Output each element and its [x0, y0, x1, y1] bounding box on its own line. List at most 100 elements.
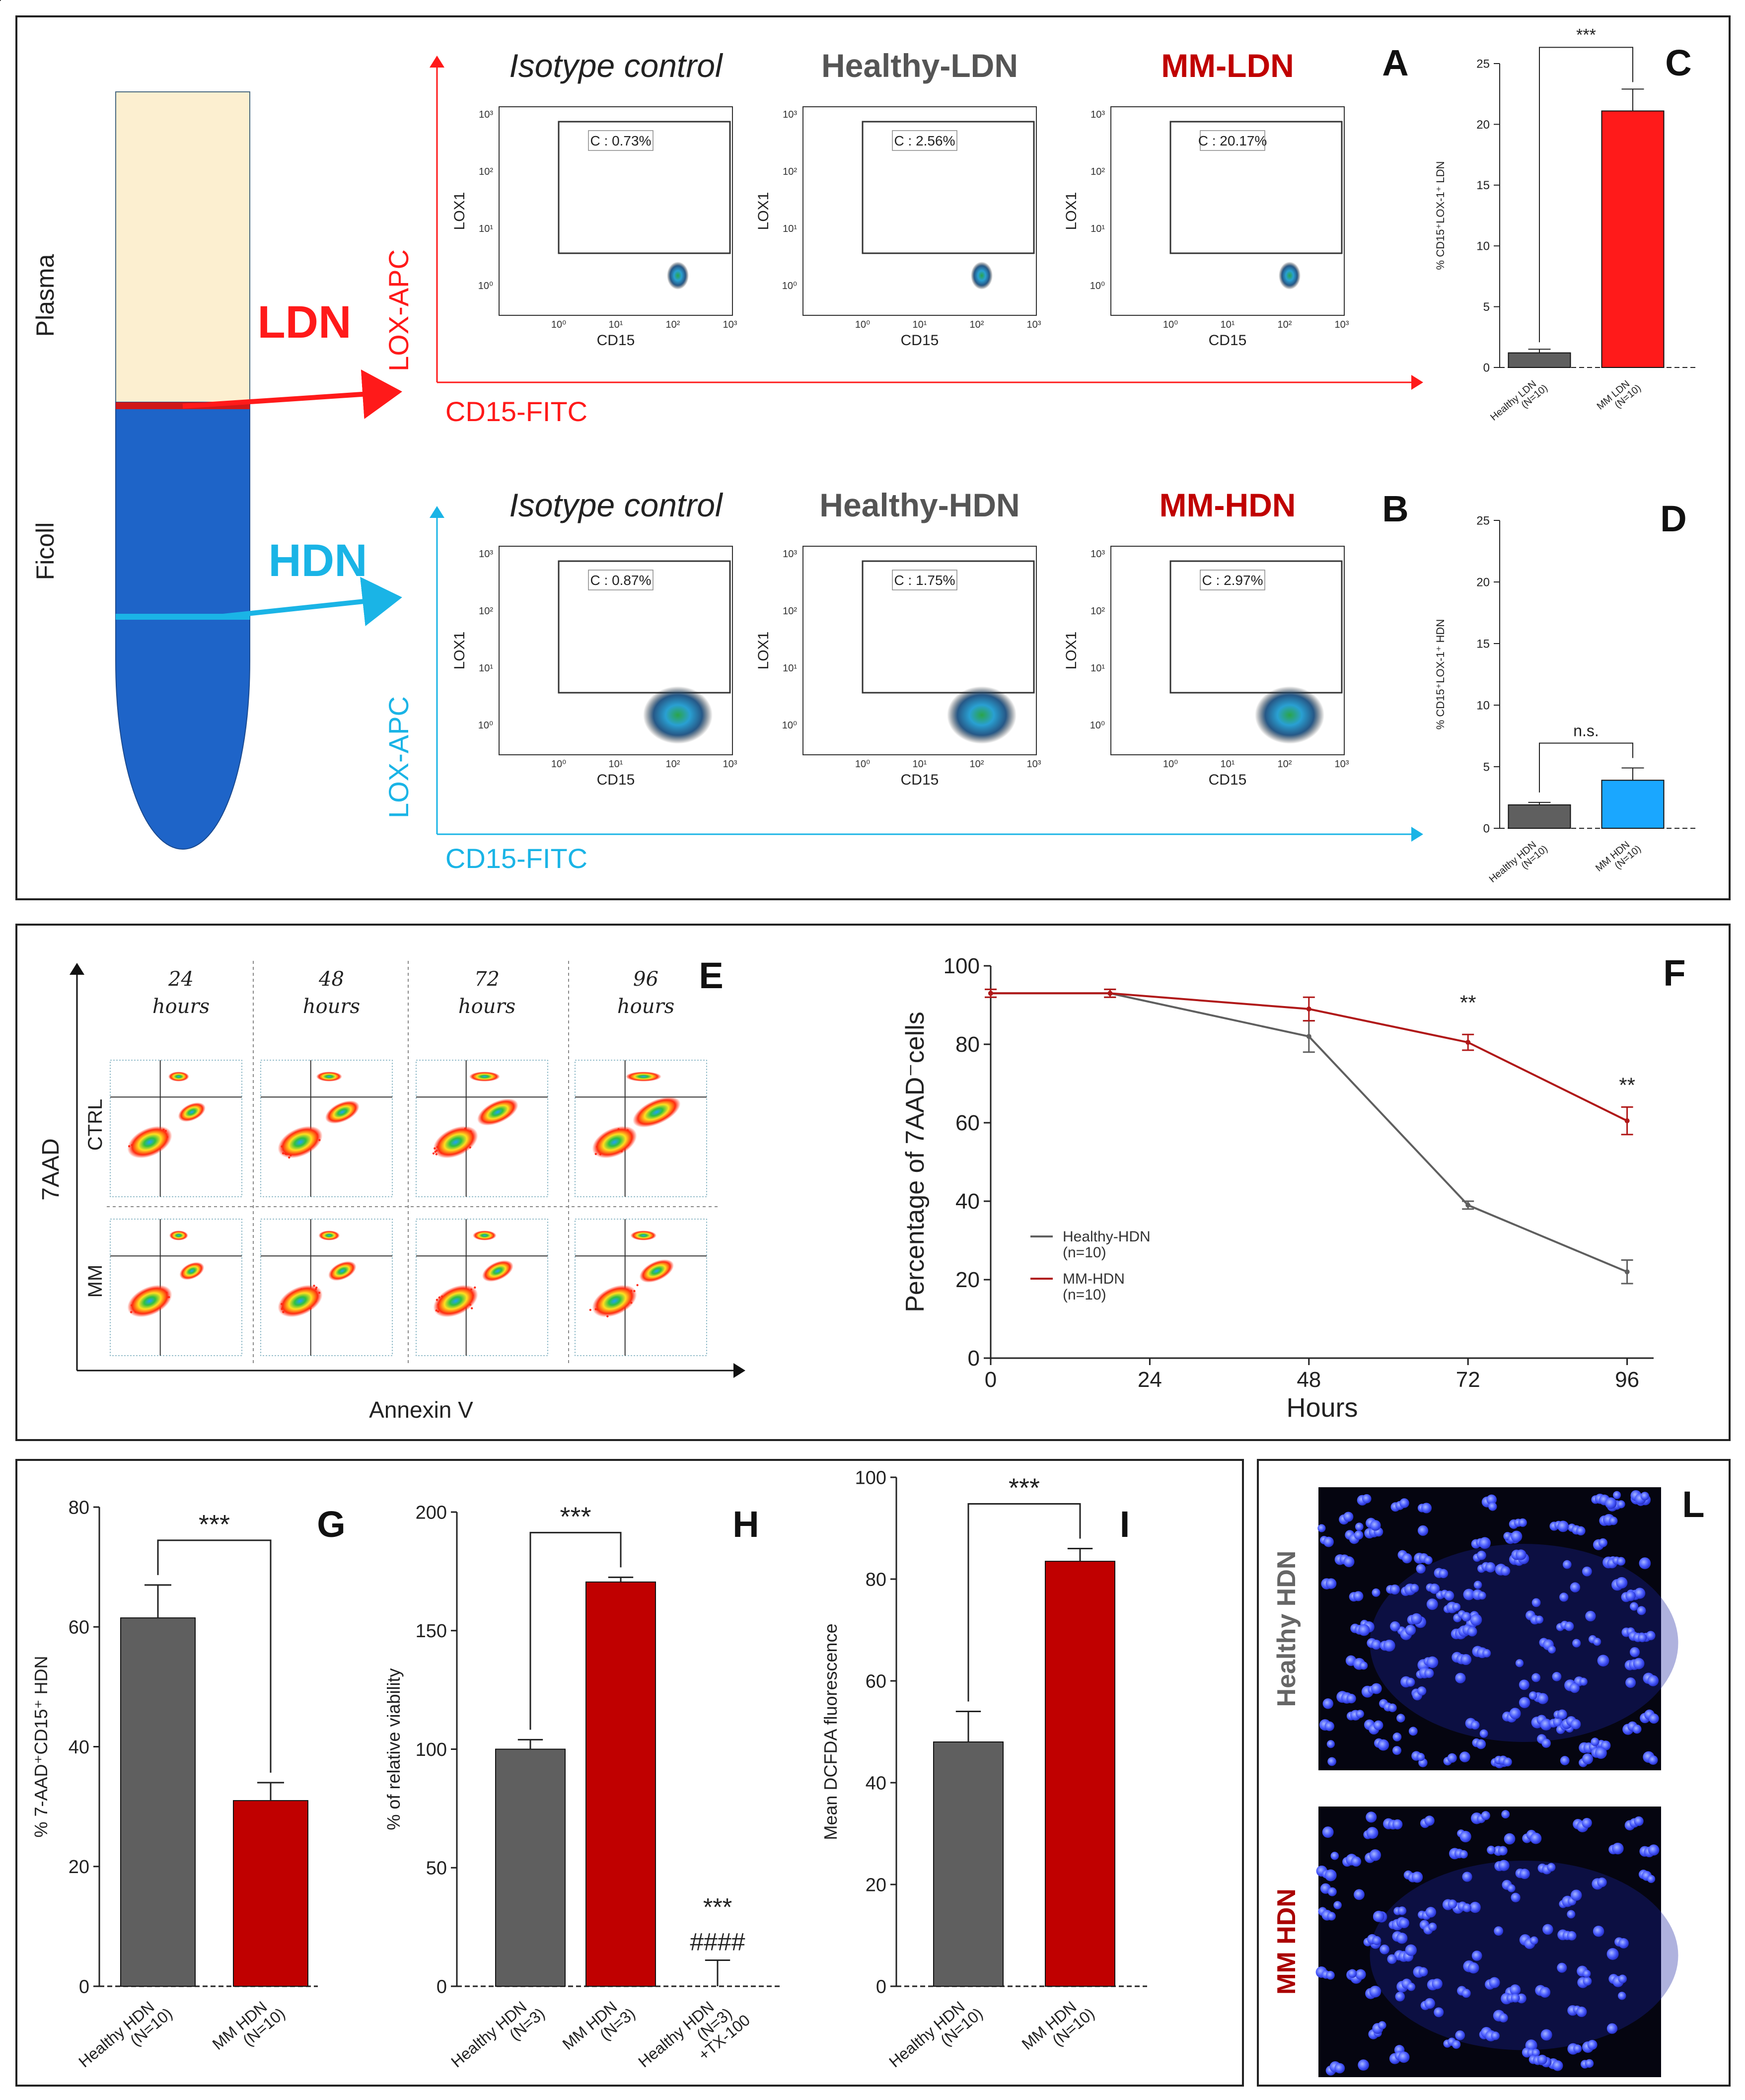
chart-f-series-0-point-3 [1465, 1203, 1470, 1208]
facs-a2-xtick-0: 10⁰ [1163, 319, 1178, 330]
plasma-label: Plasma [31, 254, 59, 337]
panel-e-plot-r0-c3-dead-population [626, 1072, 661, 1082]
chart-c-ytick-3: 15 [1476, 179, 1490, 192]
panel-e: 7AAD Annexin V E CTRL MM 24hours48hours7… [38, 955, 742, 1423]
chart-f-ytick-0: 0 [968, 1346, 980, 1371]
facs-a2-gate-label: C : 20.17% [1198, 133, 1267, 148]
facs-b0-ytick-3: 10³ [479, 549, 493, 560]
facs-a1-xtick-0: 10⁰ [855, 319, 870, 330]
facs-b0-xtick-0: 10⁰ [551, 759, 566, 770]
facs-a0-ylabel: LOX1 [451, 192, 468, 230]
panel-a-letter: A [1382, 42, 1408, 83]
chart-d-ytick-3: 15 [1476, 637, 1490, 651]
facs-a1-xtick-2: 10² [970, 319, 984, 330]
panel-a-x-axis-label: CD15-FITC [445, 396, 587, 427]
chart-h-ytick-4: 200 [416, 1502, 447, 1523]
tube-plasma-layer [116, 92, 250, 402]
chart-c-ytick-4: 20 [1476, 118, 1490, 132]
chart-c-letter: C [1665, 42, 1691, 83]
facs-a0-ytick-1: 10¹ [479, 223, 493, 234]
micrograph-healthy-label: Healthy HDN [1272, 1551, 1301, 1707]
chart-c-category-0: Healthy LDN(N=10) [1488, 374, 1550, 431]
facs-b2-xtick-1: 10¹ [1221, 759, 1235, 770]
facs-a2-ylabel: LOX1 [1063, 192, 1080, 230]
facs-a2-xtick-2: 10² [1278, 319, 1292, 330]
chart-f-legend-name-0: Healthy-HDN [1063, 1229, 1151, 1245]
facs-a0-ytick-2: 10² [479, 166, 493, 177]
facs-a2-ytick-2: 10² [1091, 166, 1105, 177]
facs-b2-ylabel: LOX1 [1063, 632, 1080, 670]
chart-f-series-1-point-3 [1465, 1040, 1470, 1045]
chart-c-significance: *** [1576, 25, 1596, 44]
chart-g-bar-1 [233, 1801, 308, 1986]
facs-a0-density-core [667, 262, 689, 290]
facs-a0-xtick-0: 10⁰ [551, 319, 566, 330]
chart-i-ylabel: Mean DCFDA fluorescence [820, 1623, 841, 1840]
chart-g-ytick-2: 40 [69, 1737, 89, 1758]
chart-g-ytick-0: 0 [79, 1976, 89, 1997]
facs-a0-xtick-3: 10³ [723, 319, 737, 330]
chart-h-ytick-1: 50 [426, 1858, 447, 1879]
chart-i-category-0: Healthy HDN(N=10) [885, 1991, 986, 2084]
facs-b2-ytick-0: 10⁰ [1090, 720, 1105, 731]
panel-e-plot-r0-c2 [416, 1060, 548, 1197]
panel-e-time-0: 24 [168, 968, 194, 991]
chart-g-bar-0 [121, 1618, 195, 1986]
facs-a2-xlabel: CD15 [1209, 332, 1247, 349]
chart-c-ytick-0: 0 [1483, 361, 1490, 374]
chart-h-tx-significance: *** [703, 1893, 732, 1921]
chart-h-ytick-3: 150 [416, 1621, 447, 1642]
chart-f-xtick-1: 24 [1138, 1368, 1162, 1392]
ldn-label: LDN [257, 297, 351, 348]
density-gradient-tube: Plasma Ficoll LDN HDN [31, 92, 392, 849]
panel-e-hours-0: hours [152, 995, 210, 1018]
facs-b2-events [0, 0, 1, 1]
chart-d-ytick-4: 20 [1476, 576, 1490, 589]
facs-a1-ytick-3: 10³ [783, 109, 797, 120]
panel-e-time-2: 72 [474, 968, 500, 991]
facs-b1-ytick-2: 10² [783, 606, 797, 617]
panel-e-hours-2: hours [458, 995, 515, 1018]
facs-a0-ytick-0: 10⁰ [478, 281, 493, 291]
chart-f-series-1-point-1 [1107, 991, 1112, 996]
chart-f-legend-name-1: MM-HDN [1063, 1271, 1125, 1287]
chart-h-category-0: Healthy HDN(N=3) [447, 1991, 548, 2084]
hdn-label: HDN [268, 535, 367, 586]
chart-h-category-2: Healthy HDN(N=3)+TX-100 [635, 1985, 753, 2097]
chart-f-series-0-point-4 [1625, 1269, 1630, 1274]
chart-f-series-0-point-2 [1307, 1034, 1311, 1039]
facs-b0-density-core [643, 686, 713, 744]
facs-b0-ylabel: LOX1 [451, 632, 468, 670]
panel-e-plot-r1-c1 [261, 1219, 392, 1356]
facs-b1-xtick-2: 10² [970, 759, 984, 770]
facs-a2-xtick-3: 10³ [1335, 319, 1349, 330]
facs-a2-density-core [1279, 262, 1301, 290]
facs-a1-ytick-0: 10⁰ [782, 281, 797, 291]
chart-h-ytick-2: 100 [416, 1739, 447, 1760]
chart-f-xlabel: Hours [1286, 1393, 1358, 1423]
frame-top [16, 16, 1730, 899]
facs-a2-title: MM-LDN [1161, 47, 1294, 84]
panel-e-plot-r1-c3-dead-population [631, 1231, 656, 1240]
facs-b1-gate-label: C : 1.75% [894, 573, 955, 588]
chart-d-bar-0 [1509, 805, 1571, 828]
chart-h-ylabel: % of relative viability [383, 1668, 404, 1830]
panel-e-hours-1: hours [303, 995, 360, 1018]
facs-a1-ylabel: LOX1 [755, 192, 772, 230]
chart-c-ytick-5: 25 [1476, 57, 1490, 71]
nucleiBot-cytoplasm-haze [1370, 1861, 1678, 2050]
facs-a1-ytick-2: 10² [783, 166, 797, 177]
facs-b1-xlabel: CD15 [901, 772, 939, 788]
chart-g-category-0: Healthy HDN(N=10) [75, 1991, 175, 2084]
nucleiTop-cytoplasm-haze [1370, 1544, 1678, 1742]
facs-a2-ytick-1: 10¹ [1091, 223, 1105, 234]
panel-e-plot-r1-c2 [416, 1219, 548, 1356]
facs-a0-xtick-1: 10¹ [609, 319, 623, 330]
panel-e-x-axis-label: Annexin V [369, 1397, 473, 1423]
facs-b2-title: MM-HDN [1160, 487, 1296, 523]
